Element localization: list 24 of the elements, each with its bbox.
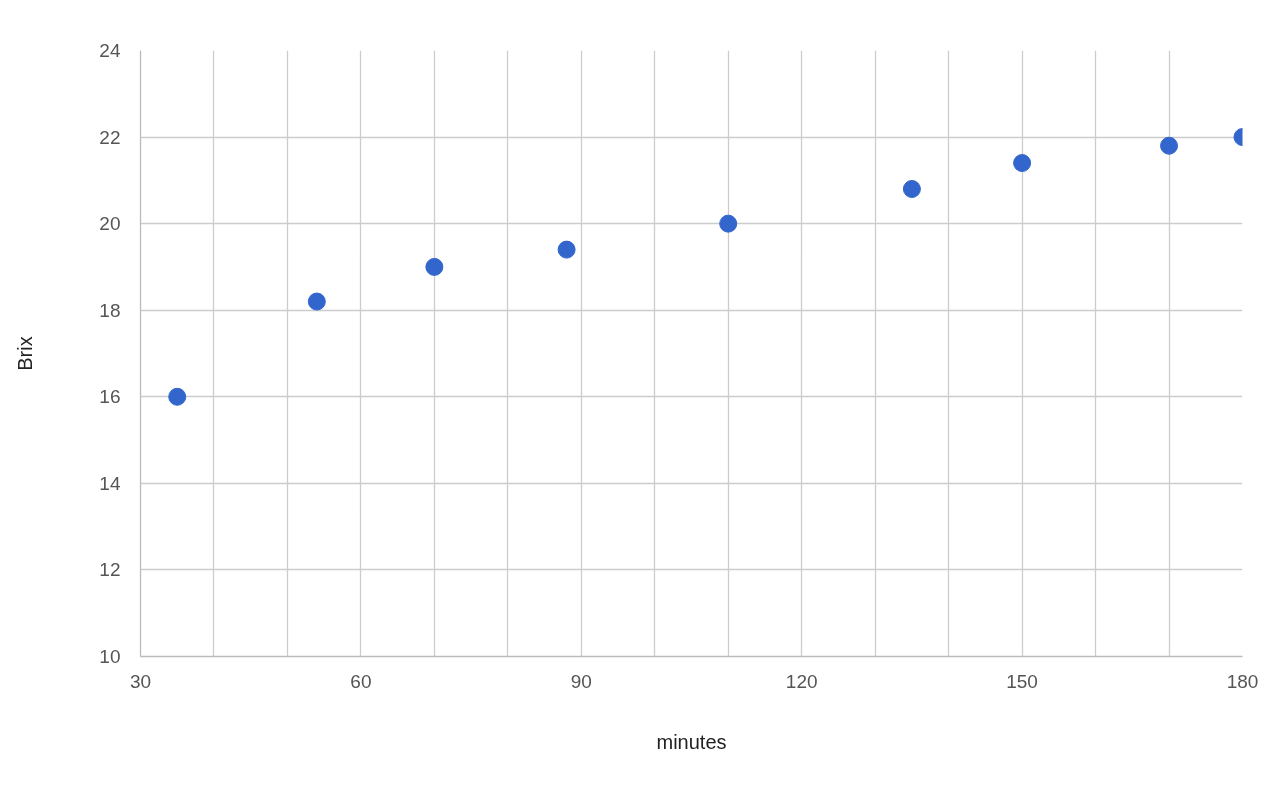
x-tick-label: 30 [129, 670, 152, 692]
point [307, 292, 326, 311]
x-tick-label: 90 [570, 670, 592, 692]
y-tick-label: 20 [99, 213, 121, 235]
y-tick-label: 12 [99, 559, 121, 581]
point [719, 214, 738, 233]
y-axis-title: Brix [14, 336, 37, 371]
y-tick-label: 14 [99, 472, 121, 494]
y-tick-label: 24 [99, 40, 121, 61]
point [425, 257, 444, 276]
point [168, 387, 187, 406]
y-tick-label: 22 [99, 126, 121, 148]
point [1013, 154, 1032, 173]
x-tick-label: 60 [350, 670, 372, 692]
point [902, 180, 921, 198]
point [1160, 136, 1179, 155]
x-tick-label: 180 [1226, 670, 1259, 692]
y-tick-label: 16 [99, 386, 121, 408]
x-axis-title: minutes [656, 730, 727, 753]
x-tick-label: 150 [1006, 670, 1038, 692]
x-tick-label: 120 [785, 670, 818, 692]
y-tick-label: 10 [99, 646, 121, 667]
y-tick-label: 18 [99, 299, 121, 321]
point [557, 240, 576, 259]
